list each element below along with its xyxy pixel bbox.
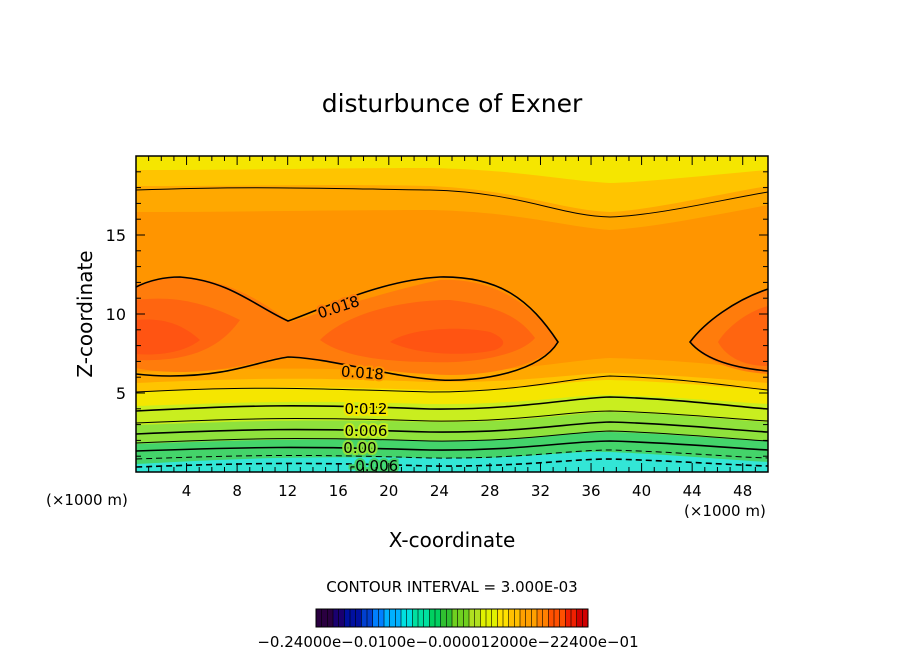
colorbar-swatch — [446, 609, 453, 627]
colorbar-swatch — [452, 609, 459, 627]
colorbar-swatch — [531, 609, 538, 627]
colorbar-swatch — [412, 609, 419, 627]
band-red-left — [136, 319, 200, 355]
colorbar-swatch — [474, 609, 481, 627]
colorbar-frame — [315, 608, 589, 628]
colorbar-swatch — [389, 609, 396, 627]
colorbar-swatch — [333, 609, 340, 627]
x-tick-label: 12 — [278, 482, 297, 500]
colorbar-swatch — [514, 609, 521, 627]
colorbar-swatch — [355, 609, 362, 627]
colorbar-swatch — [338, 609, 345, 627]
colorbar — [315, 609, 589, 627]
contour-lines — [136, 187, 768, 468]
colorbar-swatch — [480, 609, 487, 627]
colorbar-swatch — [503, 609, 510, 627]
colorbar-swatch — [497, 609, 504, 627]
colorbar-swatch — [384, 609, 391, 627]
contour-line-b1 — [136, 375, 768, 393]
colorbar-swatch — [548, 609, 555, 627]
contour-line-b5 — [136, 430, 768, 444]
colorbar-swatch — [559, 609, 566, 627]
colorbar-swatch — [423, 609, 430, 627]
colorbar-swatch — [469, 609, 476, 627]
contour-line-0006 — [136, 421, 768, 435]
contour-line-000 — [136, 440, 768, 452]
contour-label: 0.018 — [340, 363, 384, 384]
y-tick-label: 5 — [116, 384, 126, 403]
contour-interval: CONTOUR INTERVAL = 3.000E-03 — [326, 578, 577, 596]
colorbar-swatch — [508, 609, 515, 627]
contour-label: 0.006 — [345, 422, 388, 440]
y-tick-label: 15 — [106, 226, 126, 245]
contour-line-top — [136, 187, 768, 218]
colorbar-swatch — [486, 609, 493, 627]
contour-line-neg-0006 — [136, 458, 768, 468]
x-tick-label: 20 — [379, 482, 398, 500]
colorbar-swatch — [520, 609, 527, 627]
y-tick-label: 10 — [106, 305, 126, 324]
contour-line-0018-right — [688, 288, 768, 372]
contour-label: 0.00 — [343, 439, 376, 457]
colorbar-swatch — [435, 609, 442, 627]
colorbar-swatch — [554, 609, 561, 627]
colorbar-swatch — [395, 609, 402, 627]
colorbar-labels: −0.24000e−0.0100e−0.000012000e−22400e−01 — [257, 633, 638, 651]
x-ticks: 4 8 12 16 20 24 28 32 36 40 44 48 — [148, 156, 756, 500]
contour-label: 0.012 — [345, 400, 388, 418]
colorbar-swatch — [582, 609, 589, 627]
contour-label: -0.006 — [350, 457, 398, 475]
contour-field: 0.018 0.018 0.012 0.006 0.00 -0.006 — [136, 156, 768, 475]
colorbar-swatch — [491, 609, 498, 627]
x-tick-label: 28 — [480, 482, 499, 500]
colorbar-swatch — [350, 609, 357, 627]
band-top-yellow — [136, 156, 768, 183]
colorbar-swatch — [525, 609, 532, 627]
band-red-orange-right — [718, 306, 768, 366]
x-tick-label: 16 — [329, 482, 348, 500]
x-unit-right: (×1000 m) — [684, 502, 766, 520]
contour-line-0012 — [136, 396, 768, 412]
x-tick-label: 4 — [182, 482, 192, 500]
colorbar-swatch — [401, 609, 408, 627]
colorbar-swatch — [440, 609, 447, 627]
colorbar-swatch — [327, 609, 334, 627]
x-tick-label: 24 — [430, 482, 449, 500]
colorbar-swatch — [571, 609, 578, 627]
contour-line-0018-left — [136, 276, 559, 382]
colorbar-swatch — [378, 609, 385, 627]
band-red-center — [390, 328, 504, 354]
x-axis-label: X-coordinate — [389, 528, 516, 552]
x-tick-label: 40 — [632, 482, 651, 500]
colorbar-swatch — [463, 609, 470, 627]
colorbar-swatch — [367, 609, 374, 627]
colorbar-swatch — [344, 609, 351, 627]
y-axis-label: Z-coordinate — [73, 250, 97, 377]
colorbar-swatch — [429, 609, 436, 627]
x-tick-label: 44 — [683, 482, 702, 500]
x-unit-left: (×1000 m) — [46, 491, 128, 509]
contour-line-b3 — [136, 410, 768, 424]
colorbar-swatch — [565, 609, 572, 627]
colorbar-swatch — [542, 609, 549, 627]
y-ticks: 5 10 15 — [106, 171, 768, 457]
colorbar-swatch — [457, 609, 464, 627]
x-tick-label: 48 — [733, 482, 752, 500]
colorbar-swatch — [361, 609, 368, 627]
x-tick-label: 8 — [232, 482, 242, 500]
colorbar-swatch — [321, 609, 328, 627]
x-tick-label: 32 — [531, 482, 550, 500]
colorbar-swatch — [406, 609, 413, 627]
x-tick-label: 36 — [581, 482, 600, 500]
chart-title: disturbunce of Exner — [322, 89, 583, 118]
colorbar-swatch — [316, 609, 323, 627]
colorbar-swatch — [576, 609, 583, 627]
colorbar-swatch — [418, 609, 425, 627]
colorbar-swatch — [537, 609, 544, 627]
contour-line-neg-a — [136, 449, 768, 460]
colorbar-swatch — [372, 609, 379, 627]
